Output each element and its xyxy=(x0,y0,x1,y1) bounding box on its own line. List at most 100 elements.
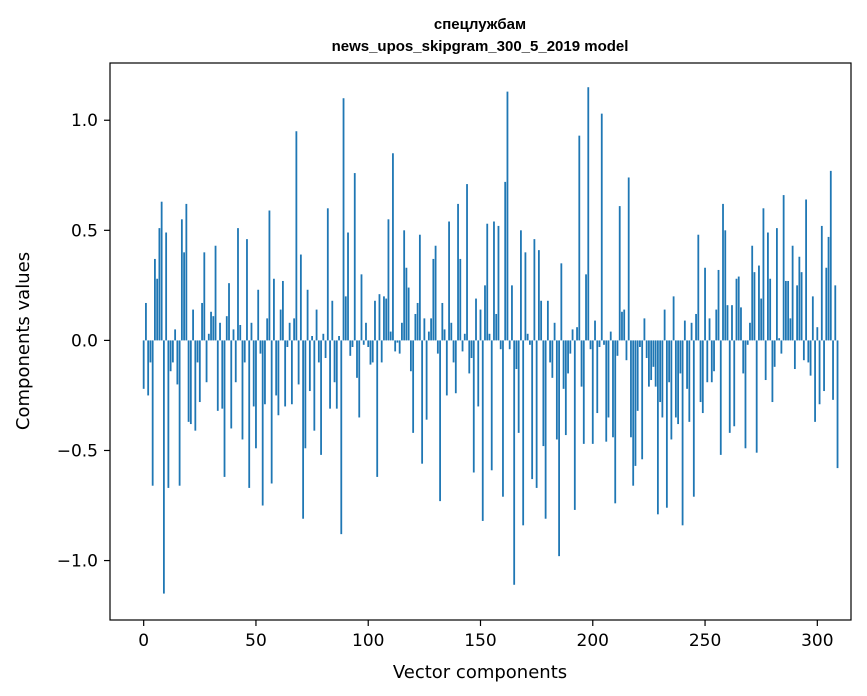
bar xyxy=(598,340,601,347)
bar xyxy=(360,274,363,341)
bar xyxy=(778,338,781,341)
bar xyxy=(670,340,673,440)
bar xyxy=(396,340,399,343)
bar xyxy=(704,267,706,341)
bar xyxy=(636,340,639,411)
bars xyxy=(142,87,839,594)
bar xyxy=(288,322,291,341)
bar xyxy=(618,206,621,341)
bar xyxy=(299,254,302,341)
bar xyxy=(585,274,587,341)
bar xyxy=(753,272,756,341)
bar xyxy=(780,340,783,354)
bar xyxy=(564,340,567,436)
bar xyxy=(176,340,179,385)
bar xyxy=(609,331,612,341)
bar xyxy=(820,225,823,341)
bar xyxy=(315,309,318,341)
bar xyxy=(771,340,774,403)
bar xyxy=(223,340,226,477)
bar xyxy=(466,184,468,341)
bar xyxy=(421,340,424,464)
bar xyxy=(171,340,174,363)
bar xyxy=(189,340,192,425)
bar xyxy=(668,340,671,383)
bar xyxy=(221,340,224,409)
y-tick-label: −0.5 xyxy=(57,441,98,461)
x-tick-label: 100 xyxy=(352,631,384,651)
bar xyxy=(677,340,679,425)
bar xyxy=(576,327,578,341)
bar xyxy=(192,309,194,341)
bar xyxy=(180,219,183,341)
bar xyxy=(344,296,347,341)
bar xyxy=(234,340,237,383)
bar xyxy=(648,340,650,387)
bar xyxy=(320,340,322,455)
bar xyxy=(326,208,329,341)
bar xyxy=(284,340,287,407)
bar xyxy=(322,333,325,341)
bar xyxy=(656,340,659,515)
bar xyxy=(594,320,596,341)
bar xyxy=(149,340,152,363)
bar xyxy=(731,305,733,341)
bar xyxy=(767,232,769,341)
plot-frame xyxy=(109,62,852,621)
bar xyxy=(573,340,576,510)
bar xyxy=(683,320,686,341)
bar xyxy=(665,340,668,508)
bar xyxy=(486,223,489,341)
bar xyxy=(239,324,242,341)
bar xyxy=(362,340,365,345)
bar xyxy=(567,340,569,374)
bar xyxy=(306,289,309,341)
bar xyxy=(484,285,486,341)
x-axis-label: Vector components xyxy=(393,662,567,683)
bar xyxy=(290,340,293,405)
bar xyxy=(237,228,239,341)
y-tick-label: 0.0 xyxy=(71,331,98,351)
bar xyxy=(728,340,731,433)
bar xyxy=(365,322,367,341)
bar xyxy=(591,340,594,444)
bar xyxy=(818,340,821,405)
bar xyxy=(225,316,228,341)
bar xyxy=(477,340,480,407)
bar xyxy=(634,340,637,466)
bar xyxy=(185,203,188,341)
bar xyxy=(531,340,534,480)
bar xyxy=(198,340,201,403)
bar xyxy=(250,322,253,341)
bar xyxy=(378,294,381,341)
bar xyxy=(398,340,401,354)
bar xyxy=(681,340,684,526)
bar xyxy=(679,340,682,374)
bar xyxy=(692,340,695,497)
bar xyxy=(264,340,266,405)
bar xyxy=(614,340,617,504)
bar xyxy=(313,340,316,431)
bar xyxy=(142,340,145,389)
bar xyxy=(690,322,693,341)
bar xyxy=(338,336,340,341)
bar xyxy=(351,340,354,347)
bar xyxy=(661,340,664,418)
bar xyxy=(659,340,662,403)
bar xyxy=(717,269,720,341)
x-tick-label: 300 xyxy=(801,631,833,651)
bar xyxy=(423,318,426,341)
bar xyxy=(623,309,626,341)
bar xyxy=(342,98,345,341)
bar xyxy=(719,340,722,455)
bar xyxy=(630,340,632,438)
bar xyxy=(219,322,221,341)
bar xyxy=(311,336,313,341)
bar xyxy=(151,340,154,486)
bar xyxy=(596,340,599,414)
bar xyxy=(811,296,814,341)
bar xyxy=(834,285,837,341)
bar xyxy=(241,340,244,440)
bar xyxy=(710,340,713,383)
bar xyxy=(746,340,749,345)
